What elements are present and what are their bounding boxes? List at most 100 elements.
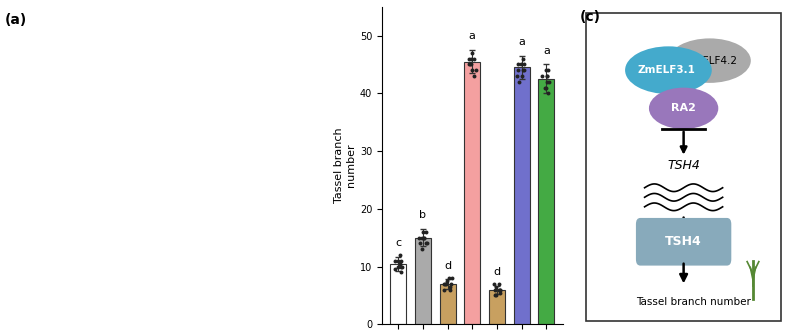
Point	[468, 73, 481, 78]
Point	[394, 270, 407, 275]
Point	[494, 287, 506, 292]
Point	[394, 261, 406, 266]
Point	[446, 275, 458, 281]
Point	[540, 85, 553, 90]
Point	[419, 241, 432, 246]
Text: $ZmELF3.1OE\ ra2$-$1$: $ZmELF3.1OE\ ra2$-$1$	[262, 147, 356, 159]
Point	[438, 281, 451, 287]
Point	[518, 68, 530, 73]
Point	[394, 253, 407, 258]
Point	[394, 264, 407, 269]
Point	[490, 284, 502, 290]
Point	[395, 258, 408, 263]
Bar	[390, 264, 406, 324]
Point	[517, 68, 530, 73]
Point	[396, 264, 409, 269]
Point	[443, 287, 456, 292]
Point	[518, 62, 530, 67]
Point	[444, 284, 457, 290]
Text: c: c	[395, 238, 402, 248]
Point	[539, 68, 552, 73]
Point	[391, 258, 404, 263]
Point	[513, 79, 526, 84]
Point	[440, 281, 453, 287]
Point	[420, 241, 433, 246]
Text: WT: WT	[46, 308, 61, 318]
Y-axis label: Tassel branch
number: Tassel branch number	[334, 128, 356, 203]
Bar	[538, 79, 554, 324]
Point	[512, 68, 525, 73]
Point	[511, 73, 524, 78]
Point	[541, 68, 554, 73]
Point	[538, 85, 551, 90]
Text: $Zmelf3.1\ ra2$-$1$: $Zmelf3.1\ ra2$-$1$	[151, 147, 226, 159]
Point	[494, 290, 506, 295]
Point	[442, 275, 455, 281]
Point	[536, 73, 549, 78]
Point	[541, 73, 554, 78]
Bar	[489, 290, 505, 324]
Point	[391, 264, 404, 269]
Point	[419, 229, 432, 235]
Point	[416, 235, 429, 240]
Point	[417, 229, 430, 235]
Point	[418, 235, 430, 240]
Point	[541, 79, 554, 84]
Text: TSH4: TSH4	[666, 235, 702, 248]
Point	[466, 68, 478, 73]
Point	[489, 293, 502, 298]
Point	[516, 73, 529, 78]
Text: a: a	[543, 46, 550, 56]
Point	[438, 281, 451, 287]
Point	[465, 56, 478, 61]
Point	[388, 258, 401, 263]
Text: (a): (a)	[4, 13, 26, 27]
Point	[389, 267, 402, 272]
Text: b: b	[419, 211, 426, 220]
Point	[512, 62, 525, 67]
Point	[464, 62, 477, 67]
Point	[490, 293, 502, 298]
Bar	[415, 238, 431, 324]
Point	[541, 73, 554, 78]
Ellipse shape	[669, 38, 751, 83]
Text: ZmELF3.1: ZmELF3.1	[638, 65, 695, 75]
Text: (c): (c)	[579, 10, 601, 24]
Text: $ZmELF3.1OE$: $ZmELF3.1OE$	[202, 306, 266, 318]
Point	[487, 281, 500, 287]
Point	[492, 281, 505, 287]
Point	[418, 235, 430, 240]
Text: d: d	[444, 260, 451, 271]
Point	[515, 62, 528, 67]
Bar	[464, 62, 480, 324]
Text: $Zmelf3.1$: $Zmelf3.1$	[121, 306, 166, 318]
Point	[542, 79, 555, 84]
Point	[466, 50, 478, 56]
Text: ZmELF4.2: ZmELF4.2	[686, 56, 738, 66]
Point	[467, 56, 480, 61]
Point	[463, 62, 476, 67]
Point	[463, 62, 476, 67]
Text: a: a	[469, 31, 476, 41]
Text: $RA2OE$: $RA2OE$	[50, 147, 86, 159]
Text: a: a	[518, 37, 525, 47]
Bar	[514, 67, 530, 324]
Point	[542, 91, 554, 96]
Text: Tassel branch number: Tassel branch number	[636, 297, 750, 307]
Point	[470, 68, 483, 73]
Point	[437, 287, 450, 292]
Text: TSH4: TSH4	[667, 159, 700, 172]
Point	[517, 56, 530, 61]
Point	[413, 235, 426, 240]
Point	[462, 56, 475, 61]
Point	[492, 287, 505, 292]
Text: RA2: RA2	[671, 103, 696, 113]
Point	[414, 241, 427, 246]
Point	[494, 287, 506, 292]
Point	[415, 247, 428, 252]
Point	[441, 278, 454, 284]
FancyBboxPatch shape	[636, 218, 731, 265]
Ellipse shape	[649, 88, 718, 129]
Text: d: d	[494, 267, 501, 277]
Point	[489, 287, 502, 292]
